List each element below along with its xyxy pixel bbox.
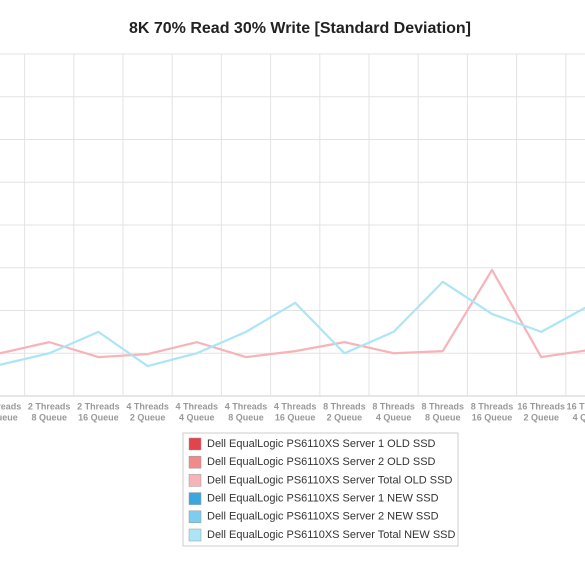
legend-swatch [188,455,202,469]
x-tick-label: 4 Threads [225,401,268,411]
legend-label: Dell EqualLogic PS6110XS Server 1 OLD SS… [207,438,436,450]
x-tick-label: 4 Queue [376,412,412,422]
x-tick-label: 4 Queue [179,412,215,422]
x-tick-label: 16 Queue [275,412,316,422]
x-tick-label: 2 Threads [77,401,120,411]
x-tick-label: 8 Threads [323,401,366,411]
x-tick-label: 8 Threads [471,401,514,411]
x-tick-label: 4 Queue [0,412,18,422]
series-line [0,268,585,359]
x-tick-label: 2 Queue [327,412,363,422]
legend-swatch [188,528,202,542]
x-tick-label: 8 Queue [425,412,461,422]
x-tick-label: 4 Threads [176,401,219,411]
x-tick-label: 16 Queue [472,412,513,422]
legend-swatch [188,474,202,487]
legend-label: Dell EqualLogic PS6110XS Server Total NE… [207,529,455,541]
legend-label: Dell EqualLogic PS6110XS Server 1 NEW SS… [207,493,439,505]
legend-label: Dell EqualLogic PS6110XS Server Total OL… [207,474,452,486]
x-tick-label: 16 Threads [517,401,565,411]
x-tick-label: 8 Threads [372,401,415,411]
x-tick-label: 8 Queue [31,412,67,422]
legend-box [182,432,459,547]
x-tick-label: 2 Threads [0,401,21,411]
legend-swatch [188,492,202,505]
x-tick-label: 2 Queue [130,412,166,422]
legend-swatch [188,510,202,524]
x-tick-label: 4 Threads [274,401,317,411]
chart-title: 8K 70% Read 30% Write [Standard Deviatio… [129,20,471,37]
legend-swatch [188,437,202,451]
x-tick-label: 8 Threads [422,401,465,411]
x-tick-label: 16 Queue [78,412,119,422]
legend-label: Dell EqualLogic PS6110XS Server 2 NEW SS… [207,511,439,523]
x-tick-label: 4 Queue [573,412,585,422]
x-tick-label: 4 Threads [126,401,169,411]
x-tick-label: 16 Threads [567,401,585,411]
x-tick-label: 8 Queue [228,412,264,422]
legend-label: Dell EqualLogic PS6110XS Server 2 OLD SS… [207,456,436,468]
x-tick-label: 2 Queue [523,412,559,422]
x-tick-label: 2 Threads [28,401,71,411]
series-line [0,280,585,368]
